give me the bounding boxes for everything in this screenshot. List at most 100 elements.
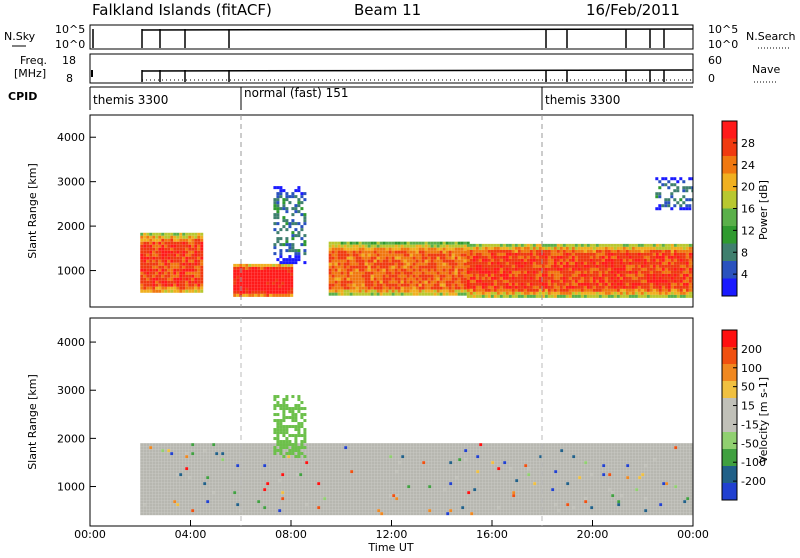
power-cell bbox=[449, 254, 452, 257]
velocity-cell bbox=[212, 494, 215, 497]
power-cell bbox=[473, 277, 476, 280]
power-cell bbox=[377, 257, 380, 260]
power-cell bbox=[146, 284, 149, 287]
velocity-cell bbox=[233, 497, 236, 500]
velocity-cell bbox=[308, 452, 311, 455]
velocity-cell bbox=[299, 470, 302, 473]
velocity-cell bbox=[296, 467, 299, 470]
power-cell bbox=[285, 195, 288, 198]
power-cell bbox=[303, 198, 306, 201]
power-cell bbox=[440, 266, 443, 269]
power-cell bbox=[677, 280, 680, 283]
velocity-cell bbox=[206, 458, 209, 461]
power-cell bbox=[422, 251, 425, 254]
power-cell bbox=[347, 287, 350, 290]
power-cell bbox=[281, 276, 284, 279]
power-cell bbox=[587, 253, 590, 256]
velocity-cell bbox=[338, 500, 341, 503]
velocity-cell bbox=[224, 503, 227, 506]
velocity-cell bbox=[257, 470, 260, 473]
power-cell bbox=[282, 204, 285, 207]
power-cell bbox=[581, 280, 584, 283]
velocity-cell bbox=[275, 473, 278, 476]
power-cell bbox=[297, 210, 300, 213]
power-cell bbox=[674, 265, 677, 268]
velocity-cell bbox=[200, 464, 203, 467]
power-cell bbox=[188, 281, 191, 284]
power-cell bbox=[341, 254, 344, 257]
power-cell bbox=[329, 278, 332, 281]
power-cell bbox=[494, 244, 497, 247]
power-cell bbox=[656, 295, 659, 298]
power-cell bbox=[521, 259, 524, 262]
velocity-cell bbox=[329, 464, 332, 467]
power-cell bbox=[641, 274, 644, 277]
power-cell bbox=[542, 274, 545, 277]
velocity-cell bbox=[263, 473, 266, 476]
power-cell bbox=[164, 269, 167, 272]
power-cell bbox=[464, 281, 467, 284]
velocity-cell bbox=[140, 473, 143, 476]
velocity-cell bbox=[176, 470, 179, 473]
power-cell bbox=[671, 250, 674, 253]
power-cell bbox=[248, 267, 251, 270]
velocity-cell bbox=[332, 473, 335, 476]
nave-rtick-top: 60 bbox=[708, 54, 722, 67]
power-cell bbox=[279, 255, 282, 258]
velocity-cell bbox=[254, 443, 257, 446]
velocity-cell bbox=[212, 452, 215, 455]
power-cell bbox=[488, 250, 491, 253]
velocity-cell bbox=[233, 485, 236, 488]
power-cell bbox=[494, 271, 497, 274]
velocity-cell bbox=[299, 485, 302, 488]
power-cell bbox=[500, 244, 503, 247]
power-cell bbox=[344, 260, 347, 263]
velocity-cell bbox=[365, 506, 368, 509]
power-cell bbox=[194, 236, 197, 239]
power-cell bbox=[380, 257, 383, 260]
velocity-cell bbox=[260, 452, 263, 455]
velocity-cell bbox=[173, 506, 176, 509]
power-cell bbox=[140, 257, 143, 260]
power-cell bbox=[371, 248, 374, 251]
power-cell bbox=[665, 244, 668, 247]
power-cell bbox=[200, 239, 203, 242]
velocity-cell bbox=[140, 509, 143, 512]
power-cell bbox=[254, 294, 257, 297]
power-cell bbox=[398, 257, 401, 260]
power-cell bbox=[285, 258, 288, 261]
velocity-cell bbox=[374, 482, 377, 485]
power-cell bbox=[608, 244, 611, 247]
velocity-cell bbox=[290, 506, 293, 509]
velocity-cell bbox=[212, 479, 215, 482]
power-cell bbox=[545, 271, 548, 274]
power-cell bbox=[641, 271, 644, 274]
power-cell bbox=[488, 292, 491, 295]
power-cell bbox=[575, 256, 578, 259]
velocity-cell bbox=[197, 497, 200, 500]
power-cell bbox=[407, 281, 410, 284]
power-cell bbox=[275, 285, 278, 288]
power-cell bbox=[279, 207, 282, 210]
power-cell bbox=[656, 247, 659, 250]
power-cell bbox=[578, 292, 581, 295]
power-cell bbox=[566, 262, 569, 265]
velocity-cell bbox=[260, 482, 263, 485]
velocity-cell bbox=[233, 461, 236, 464]
velocity-cell bbox=[311, 503, 314, 506]
power-cell bbox=[500, 271, 503, 274]
power-cell bbox=[140, 287, 143, 290]
power-cell bbox=[275, 267, 278, 270]
power-cell bbox=[359, 284, 362, 287]
power-cell bbox=[605, 247, 608, 250]
velocity-cell bbox=[233, 470, 236, 473]
velocity-cell bbox=[326, 452, 329, 455]
power-cell bbox=[479, 274, 482, 277]
power-cell bbox=[365, 257, 368, 260]
velocity-cell bbox=[260, 473, 263, 476]
power-cell bbox=[386, 257, 389, 260]
power-cell bbox=[464, 278, 467, 281]
velocity-cell bbox=[233, 476, 236, 479]
power-cell bbox=[344, 245, 347, 248]
power-cell bbox=[551, 259, 554, 262]
